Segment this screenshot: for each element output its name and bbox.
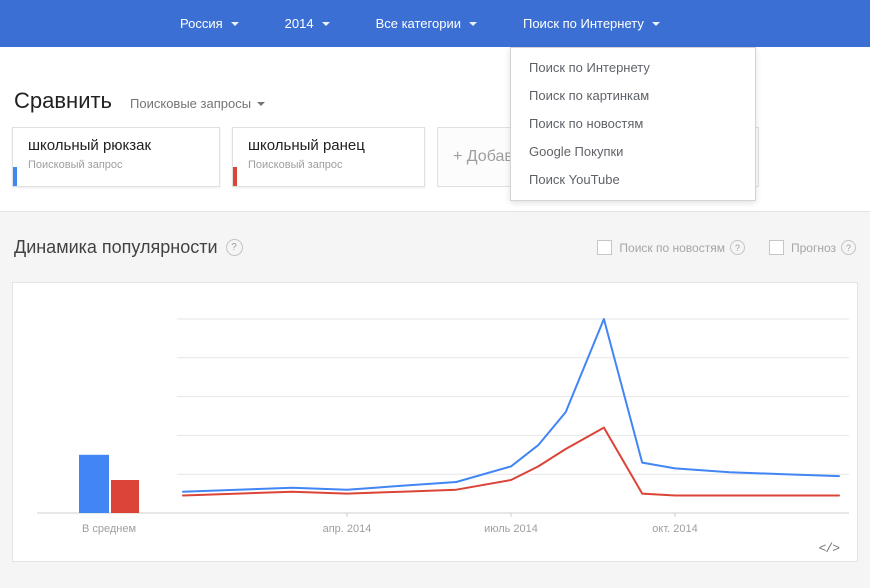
chart-options: Поиск по новостям ? Прогноз ?: [597, 240, 856, 255]
dropdown-item-google-shopping[interactable]: Google Покупки: [529, 144, 624, 159]
x-tick-label: окт. 2014: [652, 523, 697, 535]
trend-line: [182, 426, 840, 497]
help-icon[interactable]: ?: [225, 239, 243, 256]
year-menu-label: 2014: [284, 16, 314, 31]
trend-line: [182, 318, 840, 493]
average-bar: [79, 454, 109, 513]
query-type-filter-label: Поисковые запросы: [130, 96, 252, 111]
forecast-label: Прогноз: [790, 240, 836, 255]
search-type-menu[interactable]: Поиск по Интернету: [523, 16, 660, 31]
x-tick-label: июль 2014: [484, 523, 538, 535]
series-color-marker: [13, 167, 17, 186]
region-menu[interactable]: Россия: [180, 16, 239, 31]
chart-panel: апр. 2014 июль 2014 окт. 2014 В среднем </>: [12, 282, 858, 562]
embed-code-button[interactable]: </>: [818, 541, 840, 556]
term-card-2[interactable]: школьный ранец Поисковый запрос: [232, 127, 425, 187]
category-menu[interactable]: Все категории: [376, 16, 477, 31]
region-menu-label: Россия: [180, 16, 223, 31]
term-type-label: Поисковый запрос: [28, 159, 123, 171]
chevron-down-icon: [651, 21, 660, 26]
add-term-label: + Добав: [453, 148, 513, 165]
trends-section-header: Динамика популярности ? Поиск по новостя…: [14, 237, 856, 258]
compare-title: Сравнить: [14, 88, 113, 113]
forecast-toggle: Прогноз ?: [768, 240, 856, 255]
search-type-menu-label: Поиск по Интернету: [522, 16, 644, 31]
term-type-label: Поисковый запрос: [248, 159, 343, 171]
term-label: школьный ранец: [248, 137, 365, 154]
chevron-down-icon: [468, 21, 477, 26]
average-group-label: В среднем: [82, 523, 136, 535]
news-search-toggle: Поиск по новостям ?: [597, 240, 745, 255]
dropdown-item-news-search[interactable]: Поиск по новостям: [529, 116, 644, 131]
query-type-filter[interactable]: Поисковые запросы: [130, 96, 266, 111]
news-search-checkbox[interactable]: [597, 240, 613, 255]
category-menu-label: Все категории: [375, 16, 461, 31]
chevron-down-icon: [230, 21, 239, 26]
term-label: школьный рюкзак: [28, 137, 152, 154]
year-menu[interactable]: 2014: [285, 16, 330, 31]
news-search-label: Поиск по новостям: [619, 240, 725, 255]
top-navigation-bar: Россия 2014 Все категории Поиск по Интер…: [0, 0, 870, 47]
chevron-down-icon: [321, 21, 330, 26]
dropdown-item-image-search[interactable]: Поиск по картинкам: [529, 88, 650, 103]
dropdown-item-youtube-search[interactable]: Поиск YouTube: [529, 172, 620, 187]
average-bar: [111, 480, 139, 513]
section-title: Динамика популярности: [14, 237, 218, 257]
chevron-down-icon: [257, 101, 266, 106]
forecast-checkbox[interactable]: [768, 240, 784, 255]
help-icon[interactable]: ?: [729, 240, 745, 255]
term-card-1[interactable]: школьный рюкзак Поисковый запрос: [12, 127, 220, 187]
x-tick-label: апр. 2014: [323, 523, 372, 535]
trends-chart: апр. 2014 июль 2014 окт. 2014 В среднем: [37, 318, 849, 535]
dropdown-item-web-search[interactable]: Поиск по Интернету: [529, 60, 650, 75]
compare-header: Сравнить Поисковые запросы: [14, 88, 266, 114]
help-icon[interactable]: ?: [841, 240, 856, 255]
series-color-marker: [233, 167, 237, 186]
search-type-dropdown: Поиск по Интернету Поиск по картинкам По…: [510, 47, 756, 201]
